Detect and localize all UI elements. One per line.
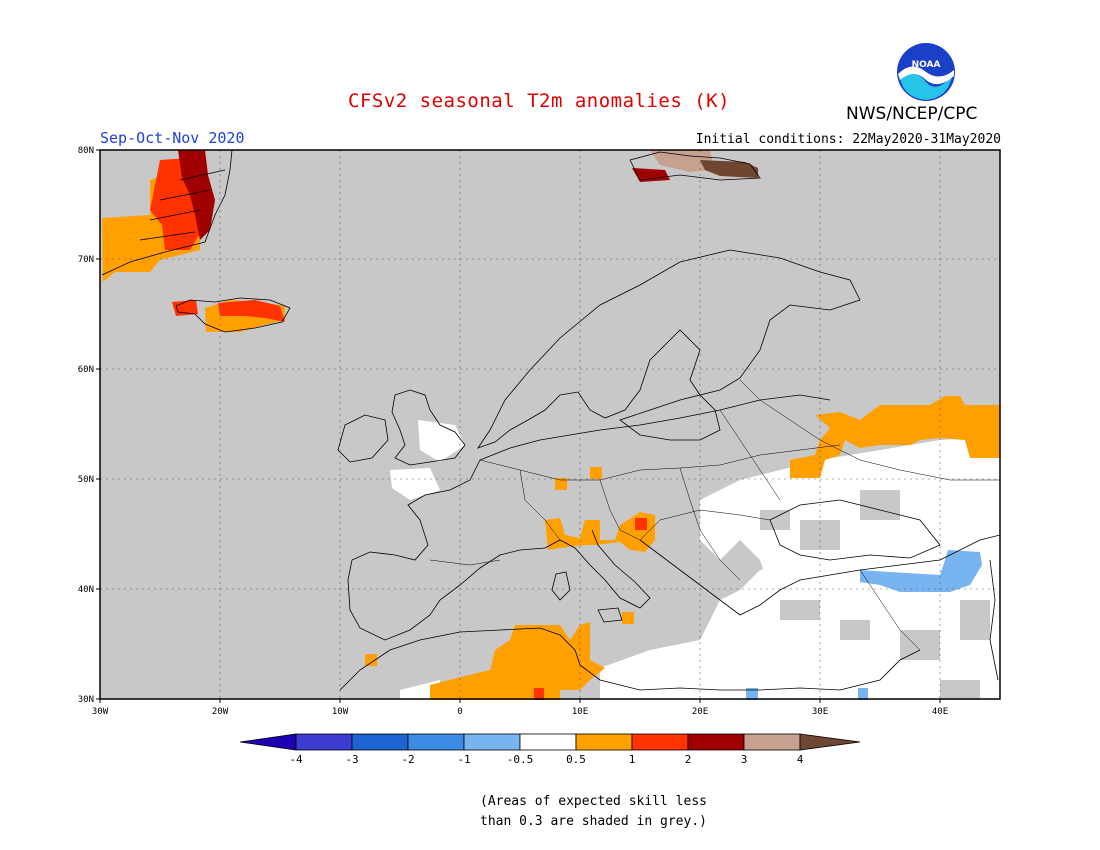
map-frame	[99, 149, 1001, 700]
colorbar-label: -1	[457, 753, 470, 766]
season-label: Sep-Oct-Nov 2020	[100, 129, 245, 147]
colorbar-label: -0.5	[507, 753, 534, 766]
anomaly-05-1	[102, 170, 1000, 700]
colorbar-cell	[799, 733, 861, 751]
skill-note: (Areas of expected skill less than 0.3 a…	[480, 792, 707, 832]
lon-label: 10W	[332, 707, 349, 717]
colorbar-label: 0.5	[566, 753, 586, 766]
lon-label: 0	[457, 707, 462, 717]
noaa-logo-icon: NOAA	[897, 43, 955, 101]
colorbar-label: 2	[685, 753, 692, 766]
colorbar-label: -4	[289, 753, 303, 766]
colorbar-cell	[407, 733, 465, 751]
colorbar-labels: -4 -3 -2 -1 -0.5 0.5 1 2 3 4	[289, 753, 803, 766]
colorbar-label: -3	[345, 753, 358, 766]
skill-note-line: than 0.3 are shaded in grey.)	[480, 814, 707, 829]
colorbar-cell	[687, 733, 745, 751]
anomaly-cold	[746, 550, 982, 700]
lat-label: 80N	[78, 146, 94, 156]
organization-label: NWS/NCEP/CPC	[846, 104, 978, 124]
colorbar-cell	[239, 733, 297, 751]
initial-conditions-label: Initial conditions: 22May2020-31May2020	[695, 132, 1001, 147]
anomaly-2-3	[178, 150, 670, 240]
axis-ticks	[96, 149, 941, 703]
map-title: CFSv2 seasonal T2m anomalies (K)	[348, 90, 731, 112]
lon-label: 40E	[932, 707, 948, 717]
colorbar-cell	[351, 733, 409, 751]
colorbar-cell	[631, 733, 689, 751]
colorbar-cell	[743, 733, 801, 751]
skill-note-line: (Areas of expected skill less	[480, 794, 707, 809]
anomaly-3-4	[650, 150, 715, 172]
latitude-labels: 80N 70N 60N 50N 40N 30N	[78, 146, 94, 705]
lon-label: 30W	[92, 707, 109, 717]
lon-label: 20W	[212, 707, 229, 717]
lat-label: 30N	[78, 695, 94, 705]
colorbar-label: 1	[629, 753, 636, 766]
lon-label: 20E	[692, 707, 708, 717]
low-skill-patches	[720, 490, 990, 700]
colorbar-label: 3	[741, 753, 748, 766]
colorbar-cell	[575, 733, 633, 751]
colorbar	[239, 733, 861, 751]
logo-text: NOAA	[912, 60, 941, 70]
anomaly-above-4	[700, 160, 758, 178]
colorbar-cell	[519, 733, 577, 751]
lat-label: 40N	[78, 585, 94, 595]
colorbar-label: 4	[797, 753, 804, 766]
lat-label: 50N	[78, 475, 94, 485]
colorbar-cell	[463, 733, 521, 751]
graticule	[100, 150, 1000, 699]
lat-label: 60N	[78, 365, 94, 375]
lon-label: 30E	[812, 707, 828, 717]
lon-label: 10E	[572, 707, 588, 717]
longitude-labels: 30W 20W 10W 0 10E 20E 30E 40E	[92, 707, 948, 717]
colorbar-label: -2	[401, 753, 414, 766]
colorbar-cell	[295, 733, 353, 751]
lat-label: 70N	[78, 255, 94, 265]
